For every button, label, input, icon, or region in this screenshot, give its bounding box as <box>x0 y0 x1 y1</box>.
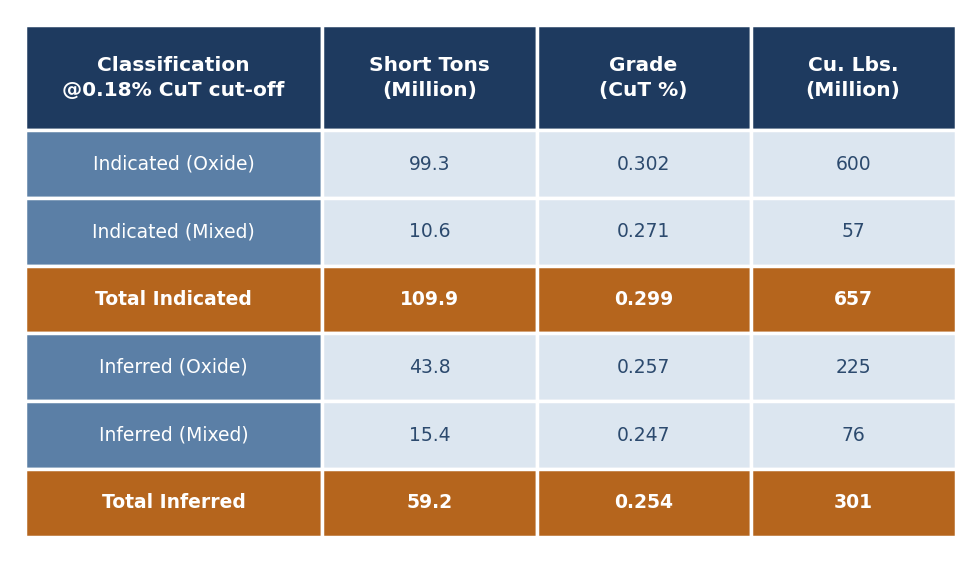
FancyBboxPatch shape <box>537 25 751 130</box>
Text: 99.3: 99.3 <box>409 155 450 174</box>
FancyBboxPatch shape <box>24 266 322 333</box>
Text: Inferred (Oxide): Inferred (Oxide) <box>99 358 248 377</box>
Text: 0.254: 0.254 <box>614 493 673 513</box>
FancyBboxPatch shape <box>751 198 956 266</box>
Text: 0.299: 0.299 <box>614 290 673 309</box>
Text: Indicated (Oxide): Indicated (Oxide) <box>92 155 255 174</box>
Text: 43.8: 43.8 <box>409 358 450 377</box>
Text: Classification
@0.18% CuT cut-off: Classification @0.18% CuT cut-off <box>63 56 284 99</box>
Text: 0.271: 0.271 <box>617 223 670 241</box>
FancyBboxPatch shape <box>751 401 956 469</box>
FancyBboxPatch shape <box>322 333 537 401</box>
FancyBboxPatch shape <box>537 130 751 198</box>
Text: 76: 76 <box>841 425 865 445</box>
Text: 225: 225 <box>835 358 871 377</box>
Text: 109.9: 109.9 <box>400 290 459 309</box>
Text: 0.247: 0.247 <box>616 425 670 445</box>
FancyBboxPatch shape <box>322 266 537 333</box>
Text: 0.257: 0.257 <box>617 358 670 377</box>
Text: Cu. Lbs.
(Million): Cu. Lbs. (Million) <box>806 56 901 99</box>
FancyBboxPatch shape <box>537 333 751 401</box>
Text: Total Indicated: Total Indicated <box>95 290 252 309</box>
Text: Grade
(CuT %): Grade (CuT %) <box>600 56 688 99</box>
FancyBboxPatch shape <box>322 25 537 130</box>
FancyBboxPatch shape <box>322 401 537 469</box>
Text: Short Tons
(Million): Short Tons (Million) <box>369 56 490 99</box>
Text: Indicated (Mixed): Indicated (Mixed) <box>92 223 255 241</box>
FancyBboxPatch shape <box>322 198 537 266</box>
FancyBboxPatch shape <box>751 130 956 198</box>
FancyBboxPatch shape <box>751 266 956 333</box>
FancyBboxPatch shape <box>24 401 322 469</box>
FancyBboxPatch shape <box>24 333 322 401</box>
FancyBboxPatch shape <box>24 469 322 537</box>
Text: 57: 57 <box>841 223 865 241</box>
FancyBboxPatch shape <box>24 198 322 266</box>
FancyBboxPatch shape <box>322 130 537 198</box>
FancyBboxPatch shape <box>751 469 956 537</box>
Text: 59.2: 59.2 <box>407 493 453 513</box>
Text: Total Inferred: Total Inferred <box>102 493 245 513</box>
FancyBboxPatch shape <box>751 333 956 401</box>
FancyBboxPatch shape <box>537 198 751 266</box>
Text: 301: 301 <box>834 493 872 513</box>
Text: 600: 600 <box>835 155 871 174</box>
FancyBboxPatch shape <box>537 401 751 469</box>
FancyBboxPatch shape <box>24 130 322 198</box>
Text: 15.4: 15.4 <box>409 425 450 445</box>
FancyBboxPatch shape <box>537 266 751 333</box>
FancyBboxPatch shape <box>751 25 956 130</box>
FancyBboxPatch shape <box>537 469 751 537</box>
Text: 10.6: 10.6 <box>409 223 450 241</box>
Text: 657: 657 <box>834 290 872 309</box>
Text: 0.302: 0.302 <box>617 155 670 174</box>
Text: Inferred (Mixed): Inferred (Mixed) <box>99 425 248 445</box>
FancyBboxPatch shape <box>24 25 322 130</box>
FancyBboxPatch shape <box>322 469 537 537</box>
